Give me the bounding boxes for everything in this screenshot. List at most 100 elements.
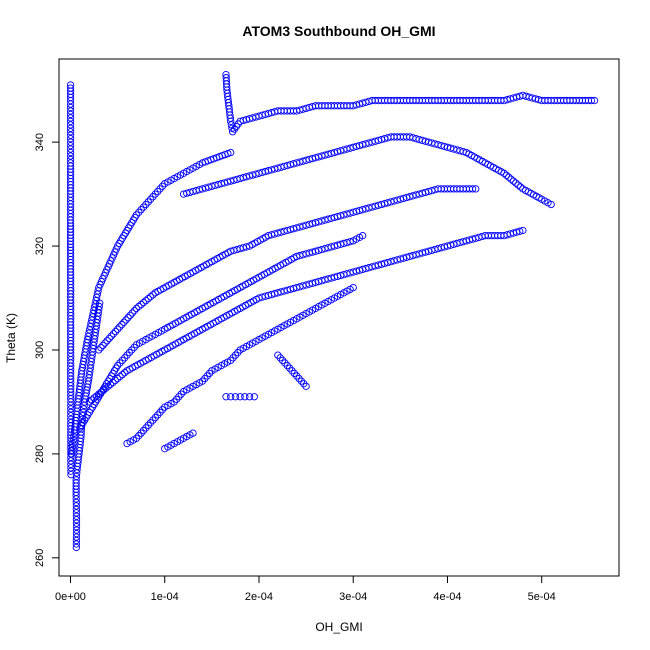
data-point: [227, 117, 235, 126]
trajectory-point: [149, 416, 157, 424]
trajectory-point: [99, 341, 107, 350]
x-tick-label: 3e-04: [339, 591, 367, 603]
data-point: [170, 398, 178, 406]
trajectory-point: [229, 354, 237, 362]
trajectory-point: [149, 193, 157, 201]
data-point: [132, 434, 141, 442]
trajectory-point: [88, 396, 96, 404]
trajectory-point: [468, 185, 477, 193]
trajectory-point: [118, 320, 126, 329]
data-point: [142, 200, 150, 209]
trajectory-point: [95, 390, 103, 398]
trajectory-point: [66, 128, 75, 136]
trajectory-point: [156, 185, 164, 193]
trajectory-point: [124, 313, 132, 322]
trajectory-point: [72, 529, 81, 538]
trajectory-point: [137, 206, 145, 214]
trajectory-point: [297, 377, 306, 385]
trajectory-point: [146, 195, 155, 203]
trajectory-point: [516, 227, 524, 235]
trajectory-point: [106, 380, 115, 389]
data-point: [590, 96, 599, 105]
trajectory-point: [146, 293, 155, 301]
data-point: [519, 226, 527, 235]
trajectory-point: [72, 498, 80, 507]
trajectory-point: [126, 311, 134, 319]
trajectory-point: [90, 394, 98, 402]
trajectory-point: [67, 457, 75, 465]
trajectory-point: [116, 372, 124, 381]
trajectory-point: [146, 419, 155, 427]
data-point: [104, 382, 112, 390]
trajectory-point: [295, 374, 303, 383]
plot-frame: [58, 58, 620, 577]
trajectory-point: [144, 421, 152, 429]
y-axis: 260 280 300 320 340: [34, 133, 60, 567]
trajectory-point: [99, 386, 108, 394]
trajectory-point: [587, 96, 596, 105]
y-tick-label: 260: [34, 549, 46, 567]
trajectory-point: [502, 171, 511, 179]
trajectory-point: [72, 526, 81, 534]
trajectory-point: [137, 429, 145, 437]
data-point: [359, 232, 367, 240]
trajectory-point: [130, 343, 138, 352]
data-point: [222, 393, 230, 401]
chart-title: ATOM3 Southbound OH_GMI: [242, 23, 435, 39]
data-point: [500, 169, 508, 177]
trajectory-point: [116, 359, 124, 367]
data-point: [227, 356, 235, 365]
data-point: [293, 372, 301, 380]
trajectory-point: [72, 472, 81, 481]
trajectory-point: [128, 309, 136, 317]
trajectory-point: [66, 103, 75, 112]
trajectory-point: [72, 519, 81, 527]
trajectory-point: [201, 374, 209, 383]
trajectory-point: [121, 369, 129, 377]
data-point: [274, 351, 282, 359]
trajectory-point: [72, 536, 81, 545]
data-point: [123, 351, 131, 359]
data-point: [66, 138, 75, 146]
y-tick-label: 340: [34, 133, 46, 151]
trajectory-point: [172, 395, 181, 403]
trajectory-point: [139, 203, 148, 211]
trajectory-point: [94, 287, 102, 295]
trajectory-point: [203, 372, 211, 380]
trajectory-point: [69, 436, 78, 444]
y-tick-label: 320: [34, 237, 46, 255]
data-point: [189, 429, 197, 437]
trajectory-point: [158, 182, 167, 190]
trajectory-point: [68, 446, 76, 455]
trajectory-point: [514, 181, 522, 189]
trajectory-point: [67, 453, 75, 462]
data-point: [241, 393, 249, 401]
data-point: [85, 398, 94, 406]
data-point: [72, 502, 80, 510]
data-point: [132, 304, 141, 313]
y-axis-label: Theta (K): [4, 313, 18, 363]
trajectory-point: [111, 376, 119, 385]
trajectory-point: [288, 367, 296, 375]
trajectory-point: [135, 302, 143, 311]
data-point: [66, 96, 75, 105]
trajectory-point: [135, 432, 143, 440]
trajectory-point: [66, 124, 75, 132]
trajectory-point: [122, 316, 130, 324]
trajectory-point: [130, 307, 139, 315]
trajectory-point: [177, 390, 185, 398]
data-point: [349, 283, 357, 292]
data-point: [250, 393, 258, 401]
trajectory-point: [234, 348, 242, 357]
trajectory-point: [285, 364, 294, 372]
trajectory-point: [149, 291, 157, 299]
trajectory-point: [107, 332, 115, 340]
trajectory-point: [205, 369, 214, 378]
trajectory-point: [113, 374, 122, 383]
trajectory-point: [121, 354, 129, 362]
data-point: [231, 393, 240, 401]
data-point: [151, 413, 159, 422]
data-point: [72, 543, 80, 552]
data-point: [66, 117, 75, 126]
data-point: [142, 424, 150, 432]
